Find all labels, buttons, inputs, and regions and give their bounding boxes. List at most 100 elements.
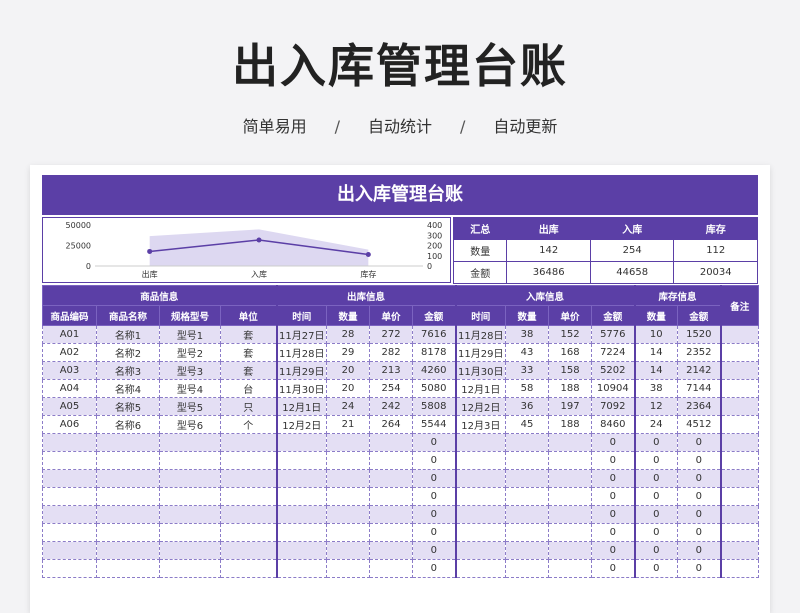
table-cell[interactable] bbox=[505, 487, 550, 506]
table-cell[interactable] bbox=[159, 433, 221, 452]
table-cell[interactable] bbox=[548, 523, 593, 542]
table-cell[interactable]: 12月3日 bbox=[454, 415, 507, 434]
table-cell[interactable]: 0 bbox=[677, 433, 722, 452]
table-cell[interactable]: 21 bbox=[326, 415, 371, 434]
table-cell[interactable] bbox=[219, 469, 278, 488]
table-cell[interactable] bbox=[326, 469, 371, 488]
table-cell[interactable]: 台 bbox=[219, 379, 278, 398]
table-cell[interactable] bbox=[454, 451, 507, 470]
table-cell[interactable]: 11月30日 bbox=[454, 361, 507, 380]
table-cell[interactable]: 0 bbox=[677, 487, 722, 506]
table-cell[interactable] bbox=[505, 451, 550, 470]
table-cell[interactable]: 0 bbox=[591, 433, 636, 452]
table-cell[interactable]: A02 bbox=[42, 343, 97, 362]
table-cell[interactable]: A03 bbox=[42, 361, 97, 380]
table-cell[interactable] bbox=[96, 523, 160, 542]
table-cell[interactable] bbox=[454, 469, 507, 488]
table-cell[interactable] bbox=[548, 433, 593, 452]
table-cell[interactable]: 套 bbox=[219, 361, 278, 380]
table-cell[interactable] bbox=[275, 469, 328, 488]
table-cell[interactable] bbox=[219, 433, 278, 452]
table-cell[interactable]: 0 bbox=[412, 523, 457, 542]
table-cell[interactable]: 11月28日 bbox=[275, 343, 328, 362]
table-cell[interactable]: 0 bbox=[412, 559, 457, 578]
table-cell[interactable]: 型号4 bbox=[159, 379, 221, 398]
table-cell[interactable]: 254 bbox=[369, 379, 414, 398]
table-cell[interactable] bbox=[219, 487, 278, 506]
table-cell[interactable] bbox=[159, 487, 221, 506]
table-cell[interactable] bbox=[326, 559, 371, 578]
table-cell[interactable]: 12月2日 bbox=[454, 397, 507, 416]
table-cell[interactable]: 0 bbox=[633, 487, 679, 506]
table-cell[interactable]: 1520 bbox=[677, 325, 722, 344]
table-cell[interactable]: 8178 bbox=[412, 343, 457, 362]
table-cell[interactable]: 型号6 bbox=[159, 415, 221, 434]
table-cell[interactable]: 5808 bbox=[412, 397, 457, 416]
table-cell[interactable]: 11月29日 bbox=[454, 343, 507, 362]
table-cell[interactable] bbox=[505, 433, 550, 452]
table-cell[interactable] bbox=[159, 505, 221, 524]
table-cell[interactable]: 188 bbox=[548, 379, 593, 398]
table-cell[interactable]: 0 bbox=[591, 469, 636, 488]
table-cell[interactable] bbox=[719, 487, 760, 506]
table-cell[interactable]: 名称3 bbox=[96, 361, 160, 380]
table-cell[interactable]: 0 bbox=[591, 505, 636, 524]
table-cell[interactable]: 36 bbox=[505, 397, 550, 416]
table-cell[interactable]: 0 bbox=[591, 559, 636, 578]
table-cell[interactable]: A01 bbox=[42, 325, 97, 344]
table-cell[interactable]: 5776 bbox=[591, 325, 636, 344]
table-cell[interactable] bbox=[454, 541, 507, 560]
table-cell[interactable] bbox=[454, 523, 507, 542]
table-cell[interactable] bbox=[159, 541, 221, 560]
table-cell[interactable]: 名称1 bbox=[96, 325, 160, 344]
table-cell[interactable]: 20 bbox=[326, 379, 371, 398]
table-cell[interactable] bbox=[42, 541, 97, 560]
table-cell[interactable]: 188 bbox=[548, 415, 593, 434]
table-cell[interactable] bbox=[159, 451, 221, 470]
summary-cell[interactable]: 44658 bbox=[589, 261, 675, 284]
table-cell[interactable]: 4260 bbox=[412, 361, 457, 380]
table-cell[interactable]: 168 bbox=[548, 343, 593, 362]
table-cell[interactable]: 名称4 bbox=[96, 379, 160, 398]
table-cell[interactable] bbox=[275, 541, 328, 560]
table-cell[interactable]: 28 bbox=[326, 325, 371, 344]
table-cell[interactable] bbox=[96, 559, 160, 578]
table-cell[interactable] bbox=[548, 487, 593, 506]
table-cell[interactable]: 7616 bbox=[412, 325, 457, 344]
table-cell[interactable]: 0 bbox=[633, 469, 679, 488]
table-cell[interactable] bbox=[505, 541, 550, 560]
table-cell[interactable]: 12月1日 bbox=[275, 397, 328, 416]
table-cell[interactable]: 0 bbox=[633, 541, 679, 560]
table-cell[interactable] bbox=[454, 433, 507, 452]
table-cell[interactable]: 264 bbox=[369, 415, 414, 434]
table-cell[interactable]: 0 bbox=[633, 505, 679, 524]
table-cell[interactable]: A05 bbox=[42, 397, 97, 416]
table-cell[interactable]: 2352 bbox=[677, 343, 722, 362]
table-cell[interactable] bbox=[369, 487, 414, 506]
table-cell[interactable] bbox=[719, 379, 760, 398]
table-cell[interactable] bbox=[159, 469, 221, 488]
table-cell[interactable] bbox=[42, 469, 97, 488]
summary-cell[interactable]: 142 bbox=[506, 239, 591, 262]
table-cell[interactable]: 43 bbox=[505, 343, 550, 362]
table-cell[interactable]: 45 bbox=[505, 415, 550, 434]
table-cell[interactable]: 套 bbox=[219, 343, 278, 362]
table-cell[interactable]: 个 bbox=[219, 415, 278, 434]
table-cell[interactable]: 名称6 bbox=[96, 415, 160, 434]
table-cell[interactable]: 24 bbox=[326, 397, 371, 416]
table-cell[interactable]: 242 bbox=[369, 397, 414, 416]
table-cell[interactable] bbox=[369, 451, 414, 470]
table-cell[interactable]: 0 bbox=[633, 433, 679, 452]
table-cell[interactable] bbox=[719, 469, 760, 488]
table-cell[interactable]: 0 bbox=[591, 451, 636, 470]
table-cell[interactable] bbox=[96, 469, 160, 488]
table-cell[interactable] bbox=[369, 523, 414, 542]
table-cell[interactable] bbox=[719, 325, 760, 344]
table-cell[interactable]: 0 bbox=[412, 487, 457, 506]
table-cell[interactable]: 11月29日 bbox=[275, 361, 328, 380]
table-cell[interactable] bbox=[369, 559, 414, 578]
table-cell[interactable] bbox=[42, 523, 97, 542]
summary-cell[interactable]: 金额 bbox=[452, 261, 508, 284]
summary-cell[interactable]: 36486 bbox=[506, 261, 591, 284]
table-cell[interactable] bbox=[219, 451, 278, 470]
